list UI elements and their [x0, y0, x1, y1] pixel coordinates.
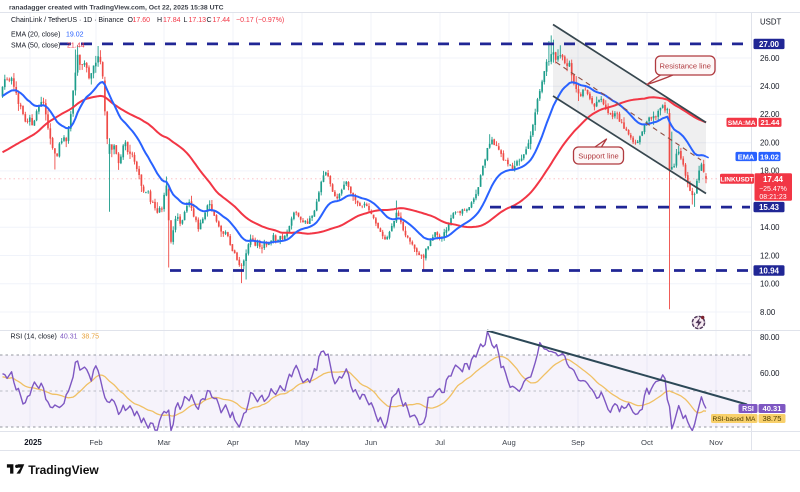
svg-text:Mar: Mar [157, 438, 171, 447]
svg-text:38.75: 38.75 [82, 334, 100, 341]
svg-text:RSI-based MA: RSI-based MA [713, 416, 756, 423]
svg-text:H: H [157, 17, 162, 24]
svg-text:LINKUSDT: LINKUSDT [720, 177, 753, 184]
svg-text:SMA:MA: SMA:MA [728, 120, 756, 127]
svg-text:19.02: 19.02 [760, 152, 779, 161]
svg-text:TradingView: TradingView [28, 463, 99, 477]
svg-text:38.75: 38.75 [762, 414, 781, 423]
svg-text:18.00: 18.00 [760, 167, 780, 176]
svg-text:Jul: Jul [435, 438, 445, 447]
svg-text:EMA (20, close): EMA (20, close) [11, 32, 60, 39]
svg-text:L: L [184, 17, 188, 24]
svg-text:21.44: 21.44 [760, 118, 780, 127]
svg-text:May: May [295, 438, 310, 447]
svg-text:40.31: 40.31 [60, 334, 78, 341]
svg-text:21.44: 21.44 [67, 43, 85, 50]
svg-text:EMA: EMA [738, 152, 755, 161]
svg-text:17.44: 17.44 [763, 175, 784, 184]
svg-text:Resistance line: Resistance line [660, 61, 712, 70]
svg-text:17.44: 17.44 [213, 17, 231, 24]
svg-text:ChainLink / TetherUS · 1D · Bi: ChainLink / TetherUS · 1D · Binance [11, 17, 124, 24]
svg-text:Aug: Aug [502, 438, 516, 447]
svg-text:RSI: RSI [742, 406, 754, 413]
svg-text:Oct: Oct [641, 438, 654, 447]
svg-text:27.00: 27.00 [759, 40, 780, 49]
svg-text:−25.47%: −25.47% [759, 186, 787, 193]
svg-text:17.60: 17.60 [133, 17, 151, 24]
svg-text:O: O [128, 17, 134, 24]
svg-text:19.02: 19.02 [66, 32, 84, 39]
svg-text:14.00: 14.00 [760, 223, 780, 232]
svg-text:SMA (50, close): SMA (50, close) [11, 43, 60, 50]
svg-text:ranadagger created with Tradin: ranadagger created with TradingView.com,… [9, 5, 224, 12]
svg-text:17.13: 17.13 [189, 17, 207, 24]
svg-text:40.31: 40.31 [762, 404, 782, 413]
svg-text:17.84: 17.84 [163, 17, 181, 24]
svg-text:12.00: 12.00 [760, 251, 780, 260]
svg-text:24.00: 24.00 [760, 82, 780, 91]
svg-text:20.00: 20.00 [760, 139, 780, 148]
svg-text:22.00: 22.00 [760, 110, 780, 119]
svg-text:08:21:23: 08:21:23 [759, 194, 786, 201]
svg-text:Sep: Sep [571, 438, 585, 447]
svg-text:Feb: Feb [89, 438, 102, 447]
svg-text:10.94: 10.94 [759, 267, 780, 276]
svg-text:2025: 2025 [24, 438, 42, 447]
svg-text:Support line: Support line [578, 151, 619, 160]
svg-text:C: C [207, 17, 212, 24]
svg-text:8.00: 8.00 [760, 308, 776, 317]
svg-text:60.00: 60.00 [760, 369, 780, 378]
svg-text:26.00: 26.00 [760, 54, 780, 63]
svg-text:Apr: Apr [227, 438, 239, 447]
svg-text:RSI (14, close): RSI (14, close) [11, 334, 57, 341]
svg-text:80.00: 80.00 [760, 333, 780, 342]
svg-text:−0.17 (−0.97%): −0.17 (−0.97%) [236, 17, 284, 24]
svg-text:10.00: 10.00 [760, 280, 780, 289]
svg-text:Jun: Jun [365, 438, 377, 447]
svg-text:15.43: 15.43 [759, 203, 780, 212]
svg-text:USDT: USDT [760, 18, 781, 27]
svg-text:Nov: Nov [709, 438, 723, 447]
